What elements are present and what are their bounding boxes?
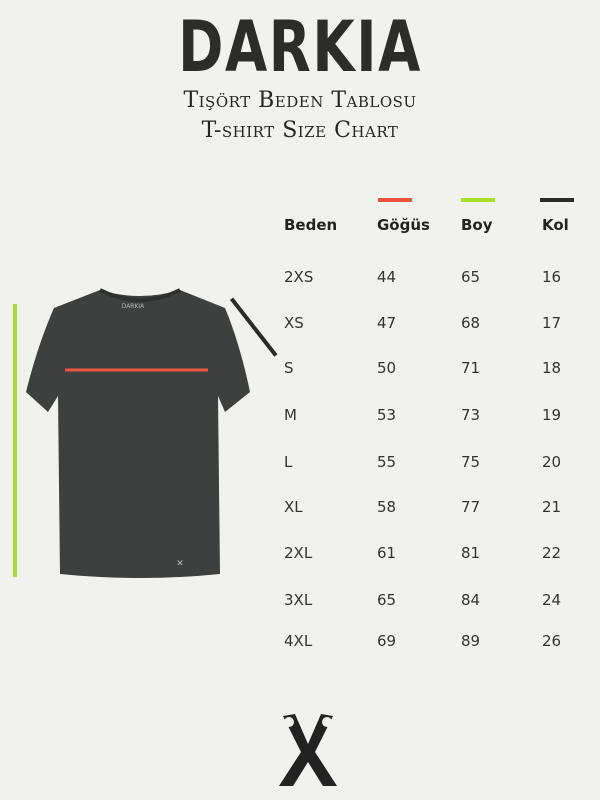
title-turkish: Tişört Beden Tablosu [183,88,417,113]
header-length: Boy [461,216,493,234]
row-6-chest: 58 [377,498,397,516]
row-8-size: 3XL [284,591,313,609]
length-measure-line [13,304,17,577]
row-6-sleeve: 21 [542,498,562,516]
row-2-sleeve: 17 [542,314,562,332]
row-2-length: 68 [461,314,481,332]
row-6-length: 77 [461,498,481,516]
row-4-size: M [284,406,297,424]
row-2-size: XS [284,314,304,332]
row-2-chest: 47 [377,314,397,332]
row-8-chest: 65 [377,591,397,609]
row-8-length: 84 [461,591,481,609]
header-chest: Göğüs [377,216,430,234]
row-5-chest: 55 [377,453,397,471]
row-7-chest: 61 [377,544,397,562]
row-3-chest: 50 [377,359,397,377]
row-7-length: 81 [461,544,481,562]
length-color-swatch [461,198,495,202]
row-5-length: 75 [461,453,481,471]
row-9-length: 89 [461,632,481,650]
header-size: Beden [284,216,338,234]
row-9-size: 4XL [284,632,313,650]
chest-color-swatch [378,198,412,202]
row-4-chest: 53 [377,406,397,424]
row-3-sleeve: 18 [542,359,562,377]
row-7-sleeve: 22 [542,544,562,562]
shirt-label: DARKIA [122,303,145,310]
row-1-chest: 44 [377,268,397,286]
row-9-chest: 69 [377,632,397,650]
row-3-size: S [284,359,294,377]
row-8-sleeve: 24 [542,591,562,609]
row-5-sleeve: 20 [542,453,562,471]
brand-x-logo-icon [279,714,337,786]
row-5-size: L [284,453,293,471]
row-4-sleeve: 19 [542,406,562,424]
row-1-length: 65 [461,268,481,286]
svg-text:✕: ✕ [176,559,184,569]
title-english: T-shirt Size Chart [201,118,399,143]
tshirt-image: DARKIA ✕ [26,288,250,578]
row-7-size: 2XL [284,544,313,562]
row-3-length: 71 [461,359,481,377]
row-9-sleeve: 26 [542,632,562,650]
row-4-length: 73 [461,406,481,424]
brand-logo: DARKIA [178,6,422,88]
row-1-sleeve: 16 [542,268,562,286]
sleeve-color-swatch [540,198,574,202]
row-1-size: 2XS [284,268,314,286]
header-sleeve: Kol [542,216,569,234]
row-6-size: XL [284,498,303,516]
